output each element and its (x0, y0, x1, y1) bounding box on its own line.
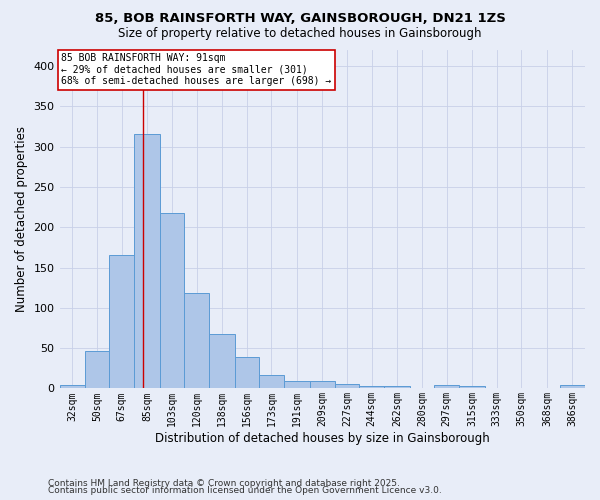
Bar (259, 374, 284, 388)
Bar (335, 384, 359, 388)
Bar (184, 292, 209, 388)
Text: Contains public sector information licensed under the Open Government Licence v3: Contains public sector information licen… (48, 486, 442, 495)
X-axis label: Distribution of detached houses by size in Gainsborough: Distribution of detached houses by size … (155, 432, 490, 445)
Text: Size of property relative to detached houses in Gainsborough: Size of property relative to detached ho… (118, 28, 482, 40)
Bar (134, 134, 160, 388)
Bar (235, 357, 259, 388)
Bar (434, 385, 459, 388)
Y-axis label: Number of detached properties: Number of detached properties (15, 126, 28, 312)
Text: 85 BOB RAINSFORTH WAY: 91sqm
← 29% of detached houses are smaller (301)
68% of s: 85 BOB RAINSFORTH WAY: 91sqm ← 29% of de… (61, 53, 331, 86)
Bar (59, 385, 85, 388)
Bar (209, 334, 235, 388)
Bar (310, 381, 335, 388)
Bar (385, 386, 410, 388)
Text: 85, BOB RAINSFORTH WAY, GAINSBOROUGH, DN21 1ZS: 85, BOB RAINSFORTH WAY, GAINSBOROUGH, DN… (95, 12, 505, 26)
Bar (560, 385, 585, 388)
Bar (459, 386, 485, 388)
Bar (359, 386, 385, 388)
Bar (284, 381, 310, 388)
Bar (109, 256, 134, 388)
Bar (85, 350, 109, 389)
Text: Contains HM Land Registry data © Crown copyright and database right 2025.: Contains HM Land Registry data © Crown c… (48, 478, 400, 488)
Bar (160, 213, 184, 388)
